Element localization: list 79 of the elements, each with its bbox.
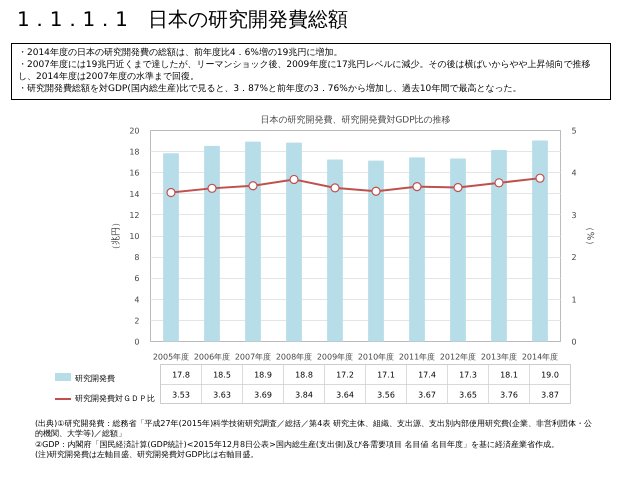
x-tick-label: 2008年度 xyxy=(276,352,312,362)
bar xyxy=(163,153,179,342)
y-axis-title: （兆円） xyxy=(110,218,122,254)
x-tick-label: 2010年度 xyxy=(358,352,394,362)
text: (出典)①研究開発費：総務省「平成27年(2015年)科学技術研究調査／総括／第4表 研究主体、組織、支出源、支出別内部使用研究費(企業、非営利団体・公的機関、大学等)／総額」 xyxy=(35,419,592,438)
point xyxy=(207,184,217,193)
y2-tick-label: 0 xyxy=(572,338,577,346)
data-label: 3.56 xyxy=(377,390,395,400)
point xyxy=(371,186,381,196)
y2-tick-label: 5 xyxy=(572,126,577,136)
text: ・研究開発費総額を対GDP(国内総生産)比で見ると、3．87%と前年度の3．76%から増加し、過去10年間で最高となった。 xyxy=(18,84,522,94)
y-tick-label: 0 xyxy=(134,338,140,346)
y-tick-label: 2 xyxy=(134,316,140,326)
data-label: 18.9 xyxy=(254,370,272,380)
chart-title: 1．1．1．1 日本の研究開発費総額 xyxy=(16,6,348,33)
data-label: 17.1 xyxy=(377,370,395,380)
y2-tick-label: 4 xyxy=(572,168,577,178)
data-label: 17.8 xyxy=(172,370,190,380)
text: ・2014年度の日本の研究開発費の総額は、前年度比4．6%増の19兆円に増加。 xyxy=(18,48,342,58)
point xyxy=(535,174,545,183)
y-tick-label: 10 xyxy=(129,232,140,241)
data-label: 17.2 xyxy=(336,370,354,380)
bar xyxy=(532,140,548,342)
legend-label: 研究開発費 xyxy=(74,373,116,385)
data-label: 3.64 xyxy=(336,390,354,400)
text: ②GDP：内閣府「国民経済計算(GDP統計)<2015年12月8日公表>国内総生産(支出側)及び各需要項目 名目値 名目年度」を基に経済産業省作成。 xyxy=(35,440,560,449)
data-label: 18.5 xyxy=(213,370,231,380)
y-tick-label: 12 xyxy=(129,210,140,220)
data-label: 3.67 xyxy=(418,390,436,400)
y2-tick-label: 1 xyxy=(572,295,577,304)
x-tick-label: 2013年度 xyxy=(480,352,518,362)
bar xyxy=(491,150,507,342)
x-tick-label: 2011年度 xyxy=(398,352,436,362)
x-tick-label: 2012年度 xyxy=(440,352,476,362)
x-tick-label: 2014年度 xyxy=(522,352,558,362)
point xyxy=(494,178,504,188)
x-tick-label: 2007年度 xyxy=(234,352,272,362)
y-tick-label: 18 xyxy=(129,148,140,157)
y-tick-label: 4 xyxy=(134,295,140,304)
point xyxy=(330,183,340,192)
y-tick-label: 8 xyxy=(134,253,140,262)
point xyxy=(453,182,463,192)
data-label: 18.1 xyxy=(500,370,518,380)
y-tick-label: 16 xyxy=(129,168,140,178)
data-label: 3.63 xyxy=(213,390,231,400)
point xyxy=(412,182,422,192)
data-label: 18.8 xyxy=(295,370,313,380)
data-label: 3.65 xyxy=(459,390,477,400)
y-tick-label: 14 xyxy=(129,190,140,199)
bar xyxy=(409,157,425,342)
data-label: 3.76 xyxy=(500,390,518,400)
data-label: 3.69 xyxy=(254,390,272,400)
data-label: 3.53 xyxy=(172,390,190,400)
bar xyxy=(204,146,220,342)
data-label: 19.0 xyxy=(541,370,559,380)
x-tick-label: 2006年度 xyxy=(194,352,230,362)
bar xyxy=(450,158,466,342)
point xyxy=(166,188,176,198)
bar xyxy=(368,160,384,342)
text: ・2007年度には19兆円近くまで達したが、リーマンショック後、2009年度に17兆円レベルに減少。その後は横ばいからやや上昇傾向で推移し、2014年度は2007年度の水準まで回復。 xyxy=(18,60,591,82)
y2-tick-label: 2 xyxy=(572,253,577,262)
text: (注)研究開発費は左軸目盛、研究開発費対GDP比は右軸目盛。 xyxy=(35,450,258,460)
y-tick-label: 20 xyxy=(129,126,140,136)
data-label: 17.3 xyxy=(459,370,477,380)
point xyxy=(289,174,299,184)
y2-tick-label: 3 xyxy=(572,210,577,220)
y-tick-label: 6 xyxy=(134,274,140,284)
chart-subtitle: 日本の研究開発費、研究開発費対GDP比の推移 xyxy=(260,114,451,126)
bar xyxy=(245,142,261,342)
legend-label: 研究開発費対ＧＤＰ比 xyxy=(74,393,155,405)
y2-axis-title: （%） xyxy=(584,222,595,250)
data-label: 3.84 xyxy=(295,390,313,400)
x-tick-label: 2009年度 xyxy=(316,352,354,362)
data-label: 3.87 xyxy=(541,390,559,400)
x-tick-label: 2005年度 xyxy=(152,352,190,362)
point xyxy=(248,181,258,190)
bar xyxy=(327,160,343,342)
data-label: 17.4 xyxy=(418,370,436,380)
bar xyxy=(286,142,302,342)
